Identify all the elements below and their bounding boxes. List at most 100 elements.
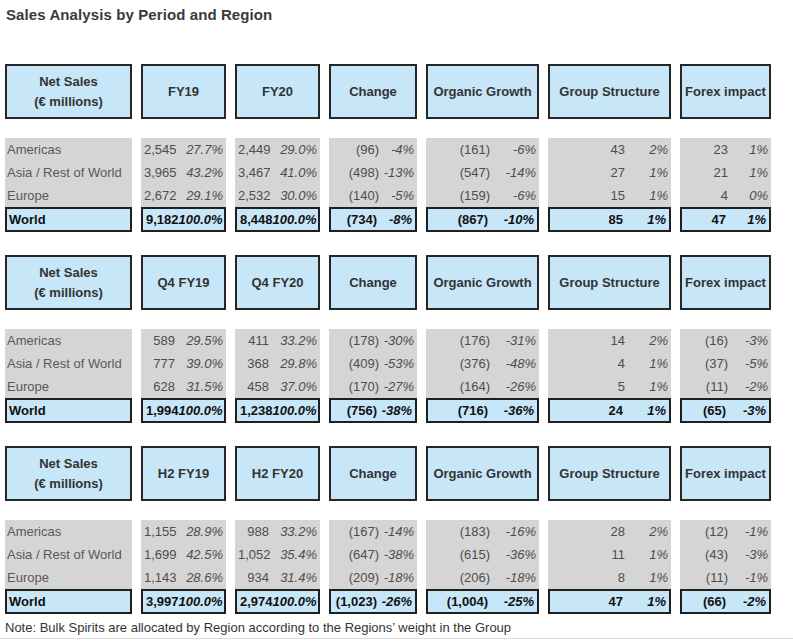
amount-value: 4: [551, 352, 625, 375]
value-cell: (11)-2%: [680, 375, 771, 398]
world-row-label: World: [5, 207, 132, 232]
value-cell: 58929.5%: [141, 329, 226, 352]
label-column: Net Sales (€ millions)AmericasAsia / Res…: [5, 255, 132, 423]
amount-value: (547): [429, 161, 490, 184]
value-cell: 2,54527.7%: [141, 138, 226, 161]
amount-value: 14: [551, 329, 625, 352]
world-value-cell: 1,238100.0%: [235, 398, 320, 423]
value-cell: (176)-31%: [426, 329, 539, 352]
amount-value: (1,023): [334, 591, 377, 612]
percent-value: 100.0%: [273, 400, 317, 421]
world-value-cell: 8,448100.0%: [235, 207, 320, 232]
value-cell: 3,96543.2%: [141, 161, 226, 184]
percent-value: -2%: [728, 375, 768, 398]
amount-value: (1,004): [431, 591, 488, 612]
percent-value: 43.2%: [177, 161, 223, 184]
amount-value: (209): [332, 566, 379, 589]
percent-value: 0%: [728, 184, 768, 207]
amount-value: (409): [332, 352, 379, 375]
value-cell: (170)-27%: [329, 375, 417, 398]
percent-value: -14%: [490, 161, 536, 184]
world-value-cell: (756)-38%: [329, 398, 417, 423]
amount-value: (176): [429, 329, 490, 352]
amount-value: (37): [683, 352, 728, 375]
rows-block: (161)-6%(547)-14%(159)-6%: [426, 138, 539, 207]
amount-value: 1,238: [240, 400, 273, 421]
percent-value: -27%: [379, 375, 414, 398]
data-column: Group Structure432%271%151%851%: [548, 64, 671, 232]
amount-value: (159): [429, 184, 490, 207]
percent-value: 27.7%: [177, 138, 223, 161]
world-value-cell: (867)-10%: [426, 207, 539, 232]
page-title: Sales Analysis by Period and Region: [6, 6, 793, 23]
amount-value: 47: [553, 591, 623, 612]
amount-value: (206): [429, 566, 490, 589]
amount-value: 3,965: [144, 161, 177, 184]
rows-block: 98833.2%1,05235.4%93431.4%: [235, 520, 320, 589]
amount-value: 21: [683, 161, 728, 184]
amount-value: (140): [332, 184, 379, 207]
region-label: Americas: [5, 520, 132, 543]
rows-block: (167)-14%(647)-38%(209)-18%: [329, 520, 417, 589]
rows-block: (176)-31%(376)-48%(164)-26%: [426, 329, 539, 398]
value-cell: 62831.5%: [141, 375, 226, 398]
amount-value: 2,532: [238, 184, 271, 207]
amount-value: 47: [685, 209, 726, 230]
column-header: Organic Growth: [426, 255, 539, 310]
amount-value: 589: [144, 329, 175, 352]
amount-value: (716): [431, 400, 488, 421]
percent-value: -38%: [377, 400, 412, 421]
percent-value: 1%: [625, 161, 668, 184]
percent-value: -18%: [379, 566, 414, 589]
rows-block: 432%271%151%: [548, 138, 671, 207]
amount-value: 27: [551, 161, 625, 184]
value-cell: (11)-1%: [680, 566, 771, 589]
region-label: Europe: [5, 184, 132, 207]
value-cell: (96)-4%: [329, 138, 417, 161]
amount-value: 28: [551, 520, 625, 543]
percent-value: 1%: [728, 161, 768, 184]
column-header: H2 FY20: [235, 446, 320, 501]
region-label: Asia / Rest of World: [5, 543, 132, 566]
percent-value: 100.0%: [179, 209, 223, 230]
percent-value: 29.5%: [175, 329, 223, 352]
value-cell: 432%: [548, 138, 671, 161]
percent-value: 42.5%: [177, 543, 223, 566]
column-header: Forex impact: [680, 255, 771, 310]
amount-value: 3,997: [146, 591, 179, 612]
data-column: FY202,44929.0%3,46741.0%2,53230.0%8,4481…: [235, 64, 320, 232]
world-value-cell: 471%: [548, 589, 671, 614]
amount-value: 85: [553, 209, 623, 230]
percent-value: 2%: [625, 138, 668, 161]
column-header: Change: [329, 446, 417, 501]
value-cell: 3,46741.0%: [235, 161, 320, 184]
value-cell: 2,53230.0%: [235, 184, 320, 207]
value-cell: (140)-5%: [329, 184, 417, 207]
percent-value: 100.0%: [273, 591, 317, 612]
data-column: H2 FY191,15528.9%1,69942.5%1,14328.6%3,9…: [141, 446, 226, 614]
value-cell: 282%: [548, 520, 671, 543]
world-value-cell: (1,023)-26%: [329, 589, 417, 614]
data-column: Q4 FY1958929.5%77739.0%62831.5%1,994100.…: [141, 255, 226, 423]
column-header: Group Structure: [548, 446, 671, 501]
value-cell: 1,15528.9%: [141, 520, 226, 543]
table-full-year: Net Sales (€ millions)AmericasAsia / Res…: [5, 64, 793, 232]
data-column: Group Structure142%41%51%241%: [548, 255, 671, 423]
percent-value: -5%: [728, 352, 768, 375]
amount-value: (12): [683, 520, 728, 543]
amount-value: 1,994: [146, 400, 179, 421]
region-label: Europe: [5, 375, 132, 398]
amount-value: 5: [551, 375, 625, 398]
amount-value: (498): [332, 161, 379, 184]
world-value-cell: (65)-3%: [680, 398, 771, 423]
region-label: Americas: [5, 329, 132, 352]
region-label: Europe: [5, 566, 132, 589]
percent-value: 100.0%: [273, 209, 317, 230]
label-column: Net Sales (€ millions)AmericasAsia / Res…: [5, 446, 132, 614]
percent-value: 1%: [625, 543, 668, 566]
value-cell: 111%: [548, 543, 671, 566]
percent-value: 1%: [625, 375, 668, 398]
value-cell: (12)-1%: [680, 520, 771, 543]
percent-value: 30.0%: [271, 184, 317, 207]
percent-value: 1%: [623, 400, 666, 421]
